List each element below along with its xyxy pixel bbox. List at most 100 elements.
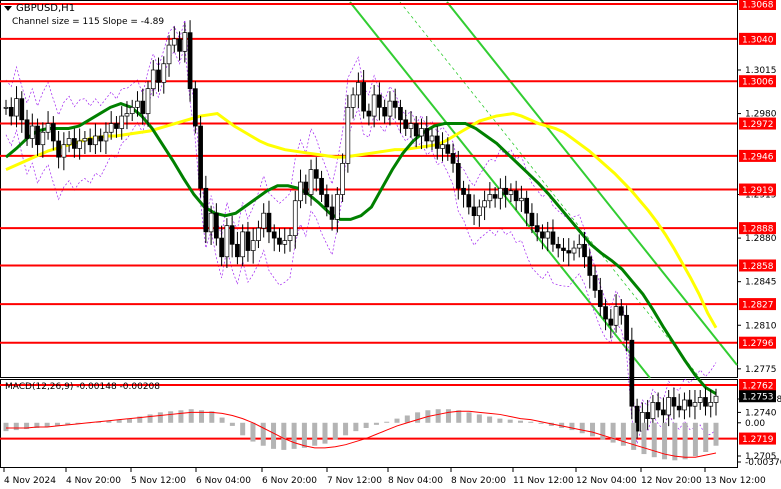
macd-bar [106,420,112,423]
candle-body [45,123,51,133]
macd-bar [713,422,719,446]
macd-bar [75,422,81,424]
candle-body [224,225,230,258]
level-label-box [739,32,776,45]
candle-body [156,69,161,83]
candle-body [150,69,156,90]
candle-body [597,290,603,307]
candle-body [245,231,251,251]
candle-body [345,106,351,164]
candle-body [313,169,319,179]
candle-body [419,128,424,137]
macd-bar [271,422,277,449]
candle-body [66,138,72,146]
candle-body [229,225,235,245]
candle-body [377,94,382,108]
macd-bar [260,422,266,446]
candle-body [77,140,82,149]
candle-body [19,98,25,121]
candle-body [161,63,167,83]
candle-body [271,231,277,239]
candle-body [624,314,629,341]
macd-bar [332,422,338,440]
level-label-box [739,117,776,130]
level-label-box [739,183,776,196]
macd-bar [548,422,554,426]
level-label: 1.2827 [742,301,774,311]
candle-body [713,395,719,403]
macd-y-tick-label: -0.00376 [745,458,781,468]
candle-body [587,256,593,276]
candle-body [119,115,125,129]
candle-body [387,100,393,117]
candle-body [413,123,419,137]
x-tick-label: 8 Nov 04:00 [388,476,443,486]
candle-body [466,194,472,208]
candle-body [177,38,182,52]
x-tick-label: 7 Nov 12:00 [327,476,382,486]
macd-panel-border [0,379,738,468]
macd-bar [703,422,709,452]
candle-body [203,187,209,233]
candle-body [93,135,98,146]
candle-body [618,306,624,316]
candle-body [592,275,598,291]
candle-body [445,144,451,154]
candle-body [324,194,330,208]
candle-body [256,227,261,241]
candle-body [187,32,193,90]
macd-bar [487,416,493,423]
candle-body [676,405,682,411]
candle-body [371,94,377,117]
envelope-lower-line [5,45,717,444]
candle-body [145,88,151,114]
candle-body [303,181,309,195]
candle-body [56,140,61,158]
ma-line [5,102,717,396]
candle-body [582,243,587,258]
candle-body [250,240,256,251]
x-tick-label: 6 Nov 20:00 [262,476,317,486]
candle-body [72,138,77,149]
candle-body [524,197,530,214]
candle-body [382,106,388,117]
symbol-title: GBPUSD,H1 [16,3,76,14]
candle-body [671,397,677,407]
candle-body [540,231,545,239]
y-tick-label: 1.2775 [745,365,777,375]
candle-body [450,153,456,164]
macd-bar [435,409,441,423]
candle-body [429,135,435,142]
candle-body [424,128,430,142]
x-tick-label: 13 Nov 12:00 [705,476,766,486]
macd-title: MACD(12,26,9) -0.00148 -0.00208 [5,382,161,392]
candle-body [392,100,398,108]
macd-bar [219,417,225,423]
candle-body [129,106,135,114]
level-label-box [739,298,776,311]
candle-body [108,123,114,133]
current-price-label: 1.2753 [742,393,774,403]
candle-body [35,125,40,146]
macd-bar [651,422,657,458]
candle-body [692,402,698,407]
macd-bar [250,422,256,442]
macd-bar [373,422,379,425]
level-label: 1.2719 [742,435,774,445]
candle-body [82,138,88,142]
macd-bar [44,422,50,427]
level-label: 1.2972 [742,120,774,130]
candle-body [208,212,214,233]
candle-body [534,225,540,233]
macd-bar [363,422,369,428]
level-label: 1.3040 [742,35,774,45]
level-label-box [739,149,776,162]
macd-bar [116,419,122,423]
candle-body [282,240,288,245]
candle-body [613,306,619,326]
current-price-box [739,390,776,403]
channel-line [446,1,738,366]
level-label-box [739,379,776,392]
macd-bar [672,422,678,461]
macd-bar [569,422,575,431]
